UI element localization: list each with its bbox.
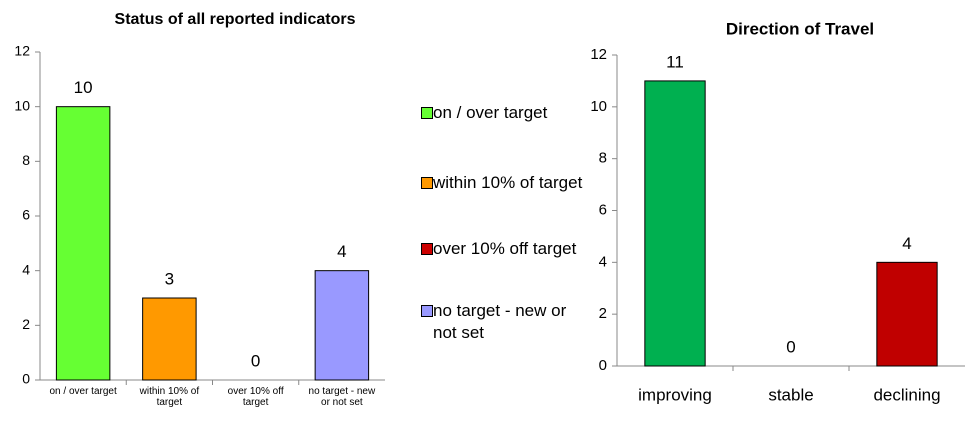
legend-label: on / over target xyxy=(433,103,548,122)
y-tick-label: 4 xyxy=(599,253,607,270)
x-tick-label: on / over target xyxy=(49,386,117,397)
bar xyxy=(142,297,197,381)
value-label: 10 xyxy=(74,78,93,97)
y-tick-label: 8 xyxy=(22,152,30,168)
y-tick-label: 0 xyxy=(599,357,607,374)
bar xyxy=(314,270,370,381)
legend-label: no target - new or not set xyxy=(433,301,567,342)
bar xyxy=(55,106,111,381)
value-label: 3 xyxy=(165,269,174,288)
legend-label: over 10% off target xyxy=(433,239,577,258)
legend-swatch xyxy=(421,305,433,317)
x-tick-label: no target - new or not set xyxy=(308,386,376,408)
value-label: 4 xyxy=(337,242,346,261)
legend-swatch xyxy=(421,177,433,189)
legend-label: within 10% of target xyxy=(433,173,583,192)
x-tick-label: over 10% off target xyxy=(227,386,284,408)
y-tick-label: 2 xyxy=(22,316,30,332)
y-tick-label: 12 xyxy=(590,46,607,63)
y-tick-label: 6 xyxy=(599,201,607,218)
bar xyxy=(644,80,706,367)
bar xyxy=(876,261,938,367)
y-tick-label: 6 xyxy=(22,207,30,223)
x-tick-label: declining xyxy=(873,385,940,404)
value-label: 4 xyxy=(902,234,911,253)
y-tick-label: 4 xyxy=(22,261,30,277)
value-label: 0 xyxy=(251,351,260,370)
x-tick-label: within 10% of target xyxy=(139,386,200,408)
x-tick-label: improving xyxy=(638,385,712,404)
y-tick-label: 0 xyxy=(22,371,30,387)
y-tick-label: 10 xyxy=(590,98,607,115)
legend-swatch xyxy=(421,107,433,119)
value-label: 11 xyxy=(666,52,684,71)
value-label: 0 xyxy=(786,337,795,356)
chart-title: Direction of Travel xyxy=(726,19,874,38)
y-tick-label: 12 xyxy=(14,43,30,59)
x-tick-label: stable xyxy=(768,385,813,404)
chart-title: Status of all reported indicators xyxy=(115,11,356,28)
legend-swatch xyxy=(421,243,433,255)
y-tick-label: 10 xyxy=(14,97,30,113)
y-tick-label: 2 xyxy=(599,305,607,322)
y-tick-label: 8 xyxy=(599,150,607,167)
